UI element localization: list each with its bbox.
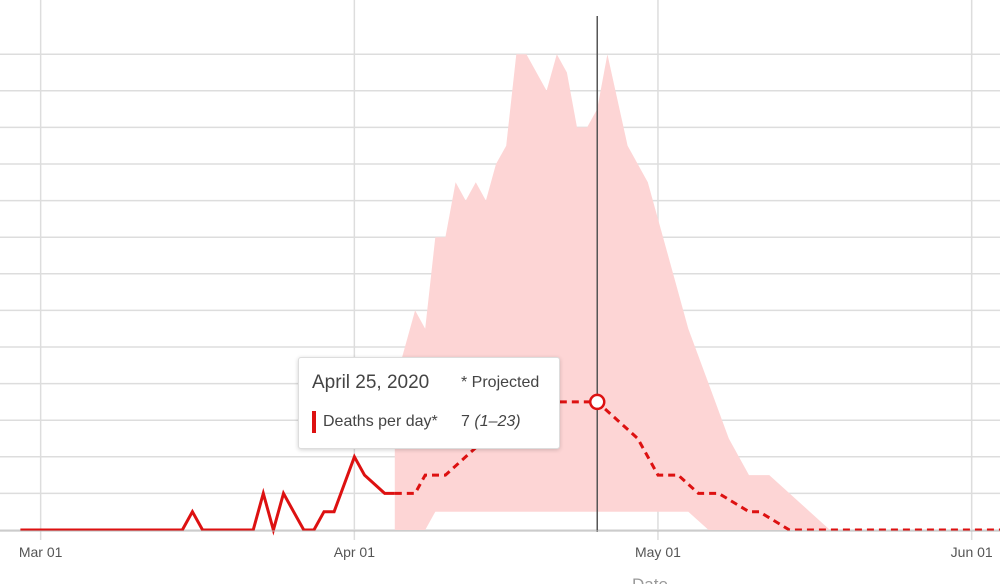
tooltip-projected-note: * Projected — [461, 374, 540, 391]
data-tooltip: April 25, 2020 * Projected Deaths per da… — [298, 357, 560, 449]
highlighted-data-point[interactable] — [588, 393, 606, 411]
deaths-per-day-projected-line — [394, 400, 1000, 532]
x-axis-ticks: Mar 01 Apr 01 May 01 Jun 01 — [19, 544, 993, 560]
tooltip-value-number: 7 — [461, 413, 470, 430]
deaths-per-day-actual-line — [20, 453, 395, 536]
x-tick-label: Mar 01 — [19, 544, 63, 560]
tooltip-series-swatch — [312, 411, 316, 433]
x-tick-label: Jun 01 — [951, 544, 993, 560]
projection-uncertainty-band — [394, 54, 830, 530]
tooltip-date: April 25, 2020 — [312, 372, 430, 393]
x-tick-label: May 01 — [635, 544, 681, 560]
x-axis-label: Date — [632, 575, 668, 584]
x-tick-label: Apr 01 — [334, 544, 375, 560]
tooltip-series-label: Deaths per day* — [323, 413, 438, 430]
tooltip-value-range: (1–23) — [474, 413, 521, 430]
tooltip-value: 7 (1–23) — [461, 413, 521, 431]
